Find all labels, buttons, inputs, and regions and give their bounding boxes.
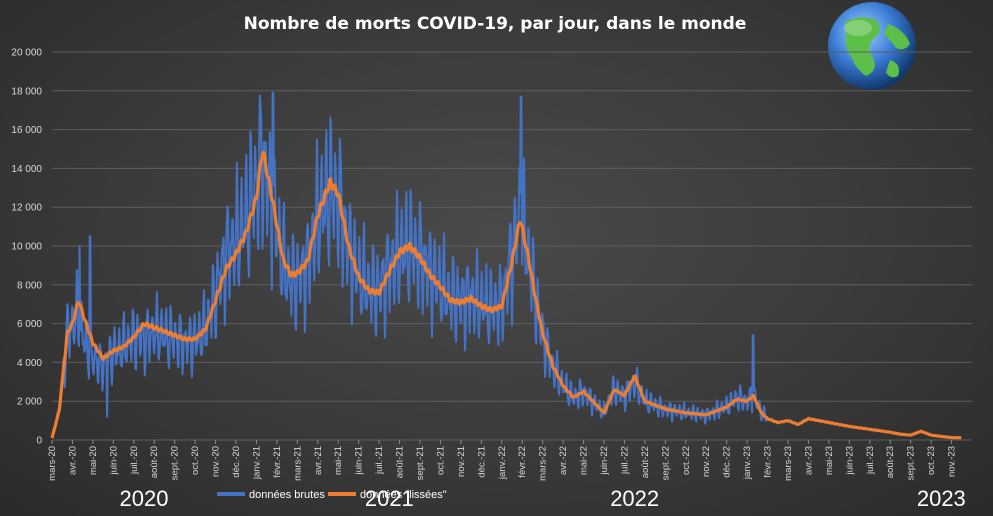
x-tick-label: juil.-22: [619, 446, 630, 475]
y-tick-label: 14 000: [11, 164, 42, 175]
y-tick-label: 12 000: [11, 203, 42, 214]
x-tick-label: oct.-21: [435, 446, 446, 475]
x-tick-label: oct.-23: [926, 446, 937, 475]
x-tick-label: août-23: [885, 446, 896, 478]
x-tick-label: déc.-21: [476, 446, 487, 478]
y-tick-label: 4 000: [17, 358, 42, 369]
x-tick-label: sept.-22: [660, 446, 671, 480]
x-tick-label: sept.-23: [906, 446, 917, 480]
x-tick-label: mai-23: [824, 446, 835, 475]
y-tick-label: 0: [36, 436, 42, 447]
x-tick-label: déc.-22: [722, 446, 733, 478]
x-tick-label: mai-21: [333, 446, 344, 475]
legend: données brutes données "lissées": [217, 489, 447, 501]
x-tick-label: déc.-20: [231, 446, 242, 478]
x-tick-label: févr.-23: [763, 446, 774, 478]
series-line-smoothed: [50, 150, 963, 440]
series-smoothed-data: [50, 150, 963, 440]
x-tick-label: juil.-20: [129, 446, 140, 475]
x-axis-ticks: mars-20 avr.-20 mai-20 juin-20 juil.-20 août-…: [47, 440, 958, 481]
x-tick-label: févr.-22: [517, 446, 528, 478]
x-tick-label: sept.-21: [415, 446, 426, 480]
series-raw-data: [51, 91, 962, 439]
year-label: 2022: [610, 486, 659, 511]
x-tick-label: oct.-20: [190, 446, 201, 475]
x-tick-label: juil.-23: [865, 446, 876, 475]
x-tick-label: juin-21: [354, 446, 365, 476]
x-tick-label: sept.-20: [170, 446, 181, 480]
x-tick-label: mars-22: [538, 446, 549, 481]
x-tick-label: nov.-22: [701, 446, 712, 477]
year-labels: 2020 2021 2022 2023: [120, 486, 966, 511]
x-tick-label: nov.-23: [947, 446, 958, 477]
year-label: 2023: [917, 486, 966, 511]
x-tick-label: août-21: [395, 446, 406, 478]
x-tick-label: avr.-23: [803, 446, 814, 475]
y-tick-label: 16 000: [11, 125, 42, 136]
x-tick-label: août-22: [640, 446, 651, 478]
x-tick-label: mars-20: [47, 446, 58, 481]
year-label: 2021: [365, 486, 414, 511]
x-tick-label: mars-21: [292, 446, 303, 481]
y-tick-label: 10 000: [11, 242, 42, 253]
y-tick-label: 2 000: [17, 397, 42, 408]
y-tick-label: 20 000: [11, 48, 42, 59]
x-tick-label: mai-20: [88, 446, 99, 475]
x-tick-label: avr.-21: [313, 446, 324, 475]
x-tick-label: juin-22: [599, 446, 610, 476]
x-tick-label: août-20: [149, 446, 160, 478]
series-line-raw: [51, 91, 962, 439]
x-tick-label: juil.-21: [374, 446, 385, 475]
x-tick-label: janv.-23: [742, 446, 753, 480]
x-tick-label: févr.-21: [272, 446, 283, 478]
gridlines: [52, 51, 972, 441]
legend-label-raw: données brutes: [249, 489, 325, 501]
year-label: 2020: [120, 486, 169, 511]
chart-title: Nombre de morts COVID-19, par jour, dans…: [244, 14, 747, 34]
x-tick-label: avr.-20: [67, 446, 78, 475]
y-tick-label: 18 000: [11, 86, 42, 97]
x-tick-label: janv.-22: [497, 446, 508, 480]
y-axis-ticks: 0 2 000 4 000 6 000 8 000 10 000 12 000 14 000 1…: [11, 48, 42, 447]
y-tick-label: 6 000: [17, 319, 42, 330]
x-tick-label: juin-23: [844, 446, 855, 476]
x-tick-label: avr.-22: [558, 446, 569, 475]
legend-label-smooth: données "lissées": [360, 489, 447, 501]
x-tick-label: mars-23: [783, 446, 794, 481]
y-tick-label: 8 000: [17, 280, 42, 291]
x-tick-label: janv.-21: [251, 446, 262, 480]
globe-icon: [828, 2, 916, 90]
x-tick-label: juin-20: [108, 446, 119, 476]
x-tick-label: oct.-22: [681, 446, 692, 475]
x-tick-label: nov.-21: [456, 446, 467, 477]
x-tick-label: nov.-20: [211, 446, 222, 477]
x-tick-label: mai-22: [579, 446, 590, 475]
